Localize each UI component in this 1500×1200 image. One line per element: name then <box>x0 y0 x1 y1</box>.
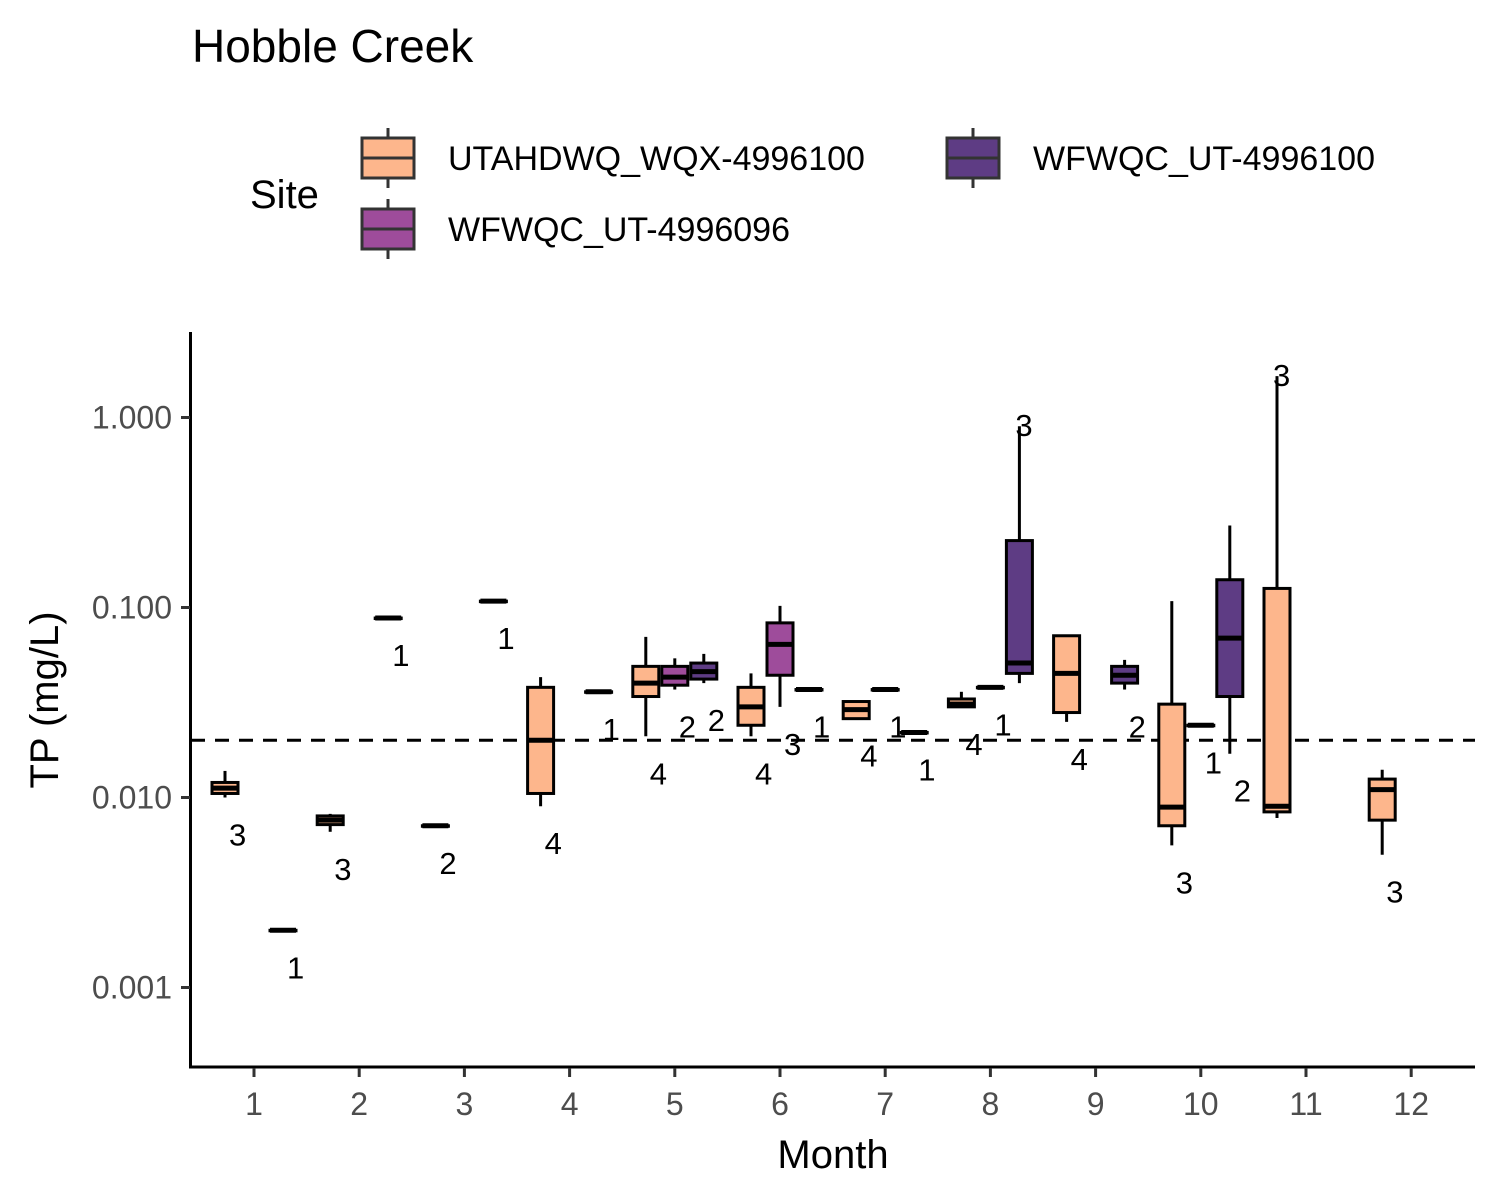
count-label: 3 <box>229 818 246 853</box>
box-plot <box>1367 769 1397 855</box>
box-plot <box>420 823 450 829</box>
chart-title: Hobble Creek <box>192 20 474 72</box>
count-label: 4 <box>545 826 562 861</box>
box-plot <box>631 636 661 737</box>
x-tick-label: 7 <box>876 1086 894 1122</box>
count-label: 4 <box>755 756 772 791</box>
x-tick-label: 12 <box>1393 1086 1429 1122</box>
x-tick-label: 5 <box>666 1086 684 1122</box>
x-tick-label: 8 <box>982 1086 1000 1122</box>
box-plot <box>373 615 403 621</box>
legend-label: WFWQC_UT-4996096 <box>448 211 790 249</box>
x-axis-title: Month <box>777 1133 888 1177</box>
x-tick-label: 10 <box>1183 1086 1219 1122</box>
count-label: 3 <box>1386 875 1403 910</box>
legend-item: WFWQC_UT-4996096 <box>360 199 790 259</box>
count-label: 1 <box>889 710 906 745</box>
box-plot <box>1157 601 1187 846</box>
box-plot <box>1215 525 1245 754</box>
count-label: 2 <box>1234 774 1251 809</box>
legend-label: WFWQC_UT-4996100 <box>1033 140 1375 178</box>
legend-item: WFWQC_UT-4996100 <box>945 128 1375 188</box>
box-plot <box>765 605 795 707</box>
box-plot <box>526 677 556 807</box>
box-plot <box>584 689 614 695</box>
x-tick-label: 11 <box>1289 1086 1322 1122</box>
count-label: 1 <box>813 710 830 745</box>
count-label: 1 <box>603 712 620 747</box>
x-tick-label: 3 <box>456 1086 474 1122</box>
count-label: 2 <box>1129 710 1146 745</box>
box-plot <box>794 687 824 693</box>
count-label: 4 <box>965 727 982 762</box>
box <box>1367 777 1397 822</box>
box-plot <box>1186 722 1216 728</box>
box-plot <box>689 653 719 684</box>
count-label: 2 <box>439 846 456 881</box>
box-plot <box>1110 659 1140 690</box>
box <box>1262 586 1292 814</box>
box-plot <box>1052 634 1082 722</box>
box-plot <box>841 700 871 721</box>
box-plot <box>1262 376 1292 819</box>
legend-label: UTAHDWQ_WQX-4996100 <box>448 140 865 178</box>
box-plot <box>210 770 240 798</box>
box-plot <box>946 691 976 709</box>
y-tick-label: 0.100 <box>92 590 172 626</box>
count-label: 3 <box>1015 408 1032 443</box>
count-label: 1 <box>994 707 1011 742</box>
count-label: 2 <box>708 703 725 738</box>
y-tick-label: 0.001 <box>92 970 172 1006</box>
count-label: 1 <box>392 638 409 673</box>
legend-title: Site <box>250 173 319 217</box>
box <box>1004 539 1034 675</box>
x-tick-label: 2 <box>350 1086 368 1122</box>
legend: Site UTAHDWQ_WQX-4996100 WFWQC_UT-4996096… <box>250 128 1375 259</box>
box-plot <box>736 673 766 737</box>
box-plot <box>870 687 900 693</box>
box <box>765 621 795 677</box>
count-label: 1 <box>287 950 304 985</box>
box-plot <box>478 598 508 604</box>
y-tick-label: 1.000 <box>92 400 172 436</box>
box-plot <box>268 927 298 933</box>
count-label: 4 <box>1071 742 1088 777</box>
count-label: 4 <box>650 756 667 791</box>
x-tick-label: 4 <box>561 1086 579 1122</box>
count-label: 3 <box>1273 358 1290 393</box>
count-label: 3 <box>334 852 351 887</box>
box-plot <box>315 813 345 832</box>
box-plot <box>899 729 929 735</box>
x-tick-label: 6 <box>771 1086 789 1122</box>
box-plot <box>1004 426 1034 684</box>
x-tick-label: 1 <box>245 1086 263 1122</box>
count-label: 1 <box>497 621 514 656</box>
box-plot <box>660 658 690 690</box>
y-axis-title: TP (mg/L) <box>23 611 67 788</box>
count-label: 1 <box>1205 745 1222 780</box>
count-label: 2 <box>679 710 696 745</box>
count-label: 1 <box>918 752 935 787</box>
x-tick-label: 9 <box>1087 1086 1105 1122</box>
count-label: 4 <box>860 739 877 774</box>
count-label: 3 <box>784 727 801 762</box>
box-plot <box>975 684 1005 690</box>
y-tick-label: 0.010 <box>92 780 172 816</box>
legend-item: UTAHDWQ_WQX-4996100 <box>360 128 865 188</box>
count-label: 3 <box>1176 865 1193 900</box>
